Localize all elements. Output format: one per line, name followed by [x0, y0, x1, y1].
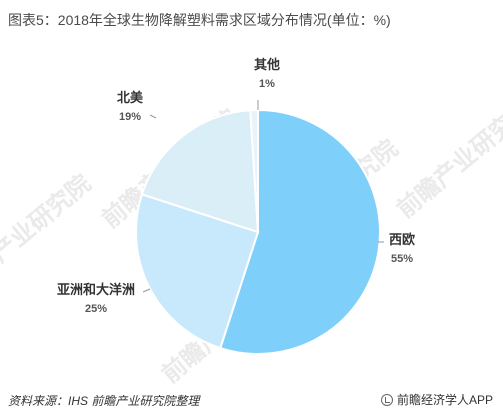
leader-lines [142, 100, 384, 293]
brand-footer: 前瞻经济学人APP [380, 391, 493, 408]
slice-label: 西欧 [389, 232, 415, 247]
slice-value-label: 19% [119, 111, 141, 123]
leader-line [142, 288, 151, 293]
leader-line [149, 114, 157, 119]
brand-name: 前瞻经济学人APP [396, 393, 493, 407]
slice-label: 亚洲和大洋洲 [57, 282, 135, 297]
watermark-text: 前瞻产业研究院 [392, 94, 503, 223]
pie-slice [219, 108, 381, 355]
slice-label: 其他 [254, 57, 280, 72]
slice-value-label: 25% [85, 303, 107, 315]
slice-value-label: 55% [391, 253, 413, 265]
source-note: 资料来源：IHS 前瞻产业研究院整理 [8, 394, 200, 408]
slice-label: 北美 [117, 90, 144, 105]
chart-title: 图表5：2018年全球生物降解塑料需求区域分布情况(单位：%) [8, 12, 391, 28]
pie-slices [135, 108, 381, 355]
brand-logo-icon [380, 393, 393, 406]
pie-slice [135, 193, 260, 350]
slice-value-label: 1% [259, 78, 275, 90]
slice-labels: 西欧 55% 亚洲和大洋洲 25% 北美 19% 其他 1% [57, 57, 415, 315]
pie-slice [140, 109, 260, 234]
watermark-text: 前瞻产业研究院 [0, 169, 96, 298]
